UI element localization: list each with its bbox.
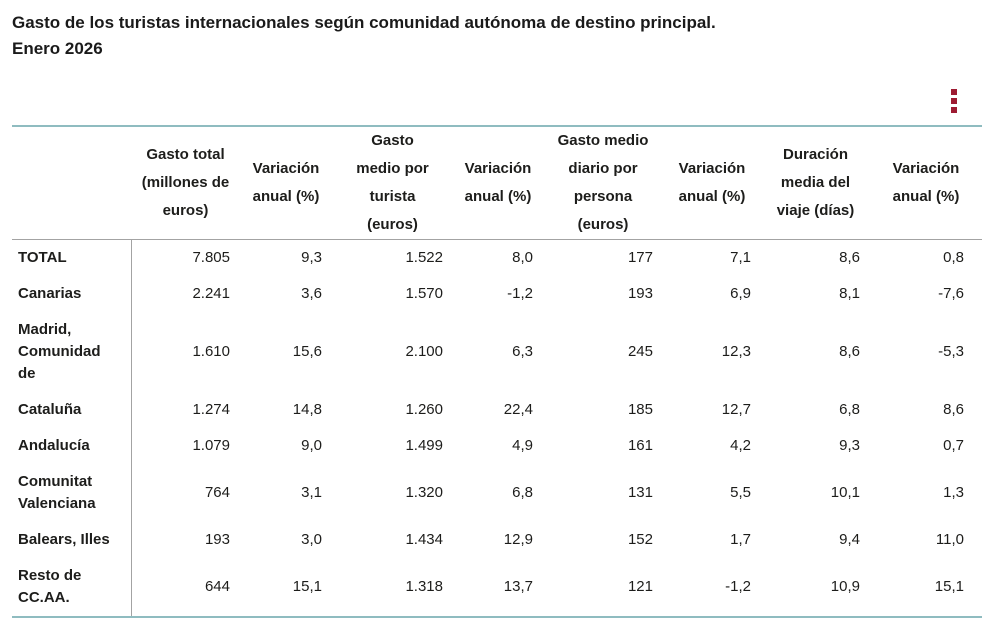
data-cell: 177 (627, 249, 653, 266)
data-cell: 644 (204, 578, 230, 595)
data-cell: 4,9 (512, 437, 533, 454)
row-label: Balears, Illes (12, 522, 132, 558)
data-cell: 8,6 (839, 343, 860, 360)
column-header: Gasto medio diario por persona (euros) (543, 126, 663, 240)
data-cell: 10,9 (830, 578, 860, 595)
row-label: Comunitat Valenciana (12, 464, 132, 522)
table-row: Cataluña 1.274 14,8 1.260 22,4 185 12,7 6,8 8,6 (12, 392, 982, 428)
row-label: Andalucía (12, 428, 132, 464)
data-cell: 1,7 (730, 531, 751, 548)
data-cell: 1.320 (405, 484, 443, 501)
data-cell: 1.079 (192, 437, 230, 454)
data-cell: 12,9 (503, 531, 533, 548)
column-header: Duración media del viaje (días) (761, 126, 870, 240)
data-cell: 8,1 (839, 285, 860, 302)
data-cell: 245 (627, 343, 653, 360)
data-cell: 152 (627, 531, 653, 548)
column-header: Variación anual (%) (663, 126, 761, 240)
row-label: TOTAL (12, 239, 132, 276)
data-cell: 7.805 (192, 249, 230, 266)
data-cell: 1.274 (192, 401, 230, 418)
data-cell: 2.241 (192, 285, 230, 302)
data-cell: 1.570 (405, 285, 443, 302)
data-table: Gasto total (millones de euros) Variación… (12, 125, 982, 618)
context-menu-button[interactable] (946, 85, 962, 117)
table-body: TOTAL 7.805 9,3 1.522 8,0 177 7,1 8,6 0,8 Canaria… (12, 239, 982, 617)
data-cell: -7,6 (938, 285, 964, 302)
data-cell: 15,1 (934, 578, 964, 595)
data-cell: 193 (204, 531, 230, 548)
data-cell: 11,0 (935, 531, 964, 548)
data-cell: 2.100 (405, 343, 443, 360)
kebab-menu-icon (951, 89, 957, 113)
data-cell: 14,8 (292, 401, 322, 418)
data-cell: 1.610 (192, 343, 230, 360)
table-row: Andalucía 1.079 9,0 1.499 4,9 161 4,2 9,3 0,7 (12, 428, 982, 464)
table-row: Canarias 2.241 3,6 1.570 -1,2 193 6,9 8,1 -7,6 (12, 276, 982, 312)
column-header: Variación anual (%) (870, 126, 982, 240)
table-row: Resto de CC.AA. 644 15,1 1.318 13,7 121 -1,2 10… (12, 558, 982, 617)
data-cell: 131 (627, 484, 653, 501)
data-cell: 10,1 (830, 484, 860, 501)
data-cell: 1.522 (405, 249, 443, 266)
data-cell: 6,8 (512, 484, 533, 501)
row-label: Canarias (12, 276, 132, 312)
column-header: Gasto medio por turista (euros) (332, 126, 453, 240)
data-cell: 3,6 (301, 285, 322, 302)
data-cell: 0,8 (943, 249, 964, 266)
data-cell: 193 (627, 285, 653, 302)
table-row: Madrid, Comunidad de 1.610 15,6 2.100 6,3 245… (12, 312, 982, 392)
data-cell: 15,6 (292, 343, 322, 360)
data-cell: 1.260 (405, 401, 443, 418)
row-label: Madrid, Comunidad de (12, 312, 132, 392)
data-cell: 15,1 (292, 578, 322, 595)
data-cell: 4,2 (730, 437, 751, 454)
data-cell: 8,6 (839, 249, 860, 266)
data-cell: 1.499 (405, 437, 443, 454)
column-header: Variación anual (%) (240, 126, 332, 240)
data-cell: 764 (204, 484, 230, 501)
table-row: TOTAL 7.805 9,3 1.522 8,0 177 7,1 8,6 0,8 (12, 239, 982, 276)
data-cell: 0,7 (943, 437, 964, 454)
row-label: Resto de CC.AA. (12, 558, 132, 617)
column-header: Gasto total (millones de euros) (131, 126, 240, 240)
corner-header (12, 126, 131, 240)
data-cell: 121 (627, 578, 653, 595)
data-cell: -1,2 (725, 578, 751, 595)
data-cell: -1,2 (507, 285, 533, 302)
data-cell: 22,4 (503, 401, 533, 418)
data-cell: 1,3 (943, 484, 964, 501)
data-cell: -5,3 (938, 343, 964, 360)
header-row: Gasto total (millones de euros) Variación… (12, 126, 982, 240)
data-cell: 7,1 (730, 249, 751, 266)
data-cell: 9,0 (301, 437, 322, 454)
table-row: Comunitat Valenciana 764 3,1 1.320 6,8 131 5,5… (12, 464, 982, 522)
data-cell: 9,3 (839, 437, 860, 454)
data-cell: 6,9 (730, 285, 751, 302)
table-row: Balears, Illes 193 3,0 1.434 12,9 152 1,7 9,4 11… (12, 522, 982, 558)
data-cell: 13,7 (503, 578, 533, 595)
data-cell: 8,0 (512, 249, 533, 266)
data-cell: 161 (627, 437, 653, 454)
data-cell: 6,8 (839, 401, 860, 418)
column-header: Variación anual (%) (453, 126, 543, 240)
data-cell: 12,7 (721, 401, 751, 418)
row-label: Cataluña (12, 392, 132, 428)
data-cell: 8,6 (943, 401, 964, 418)
data-cell: 3,0 (301, 531, 322, 548)
data-cell: 6,3 (512, 343, 533, 360)
data-cell: 9,4 (839, 531, 860, 548)
data-cell: 1.434 (405, 531, 443, 548)
page-title: Gasto de los turistas internacionales se… (12, 13, 716, 58)
data-cell: 5,5 (730, 484, 751, 501)
data-cell: 3,1 (301, 484, 322, 501)
data-cell: 12,3 (721, 343, 751, 360)
data-cell: 1.318 (405, 578, 443, 595)
data-cell: 9,3 (301, 249, 322, 266)
data-cell: 185 (627, 401, 653, 418)
